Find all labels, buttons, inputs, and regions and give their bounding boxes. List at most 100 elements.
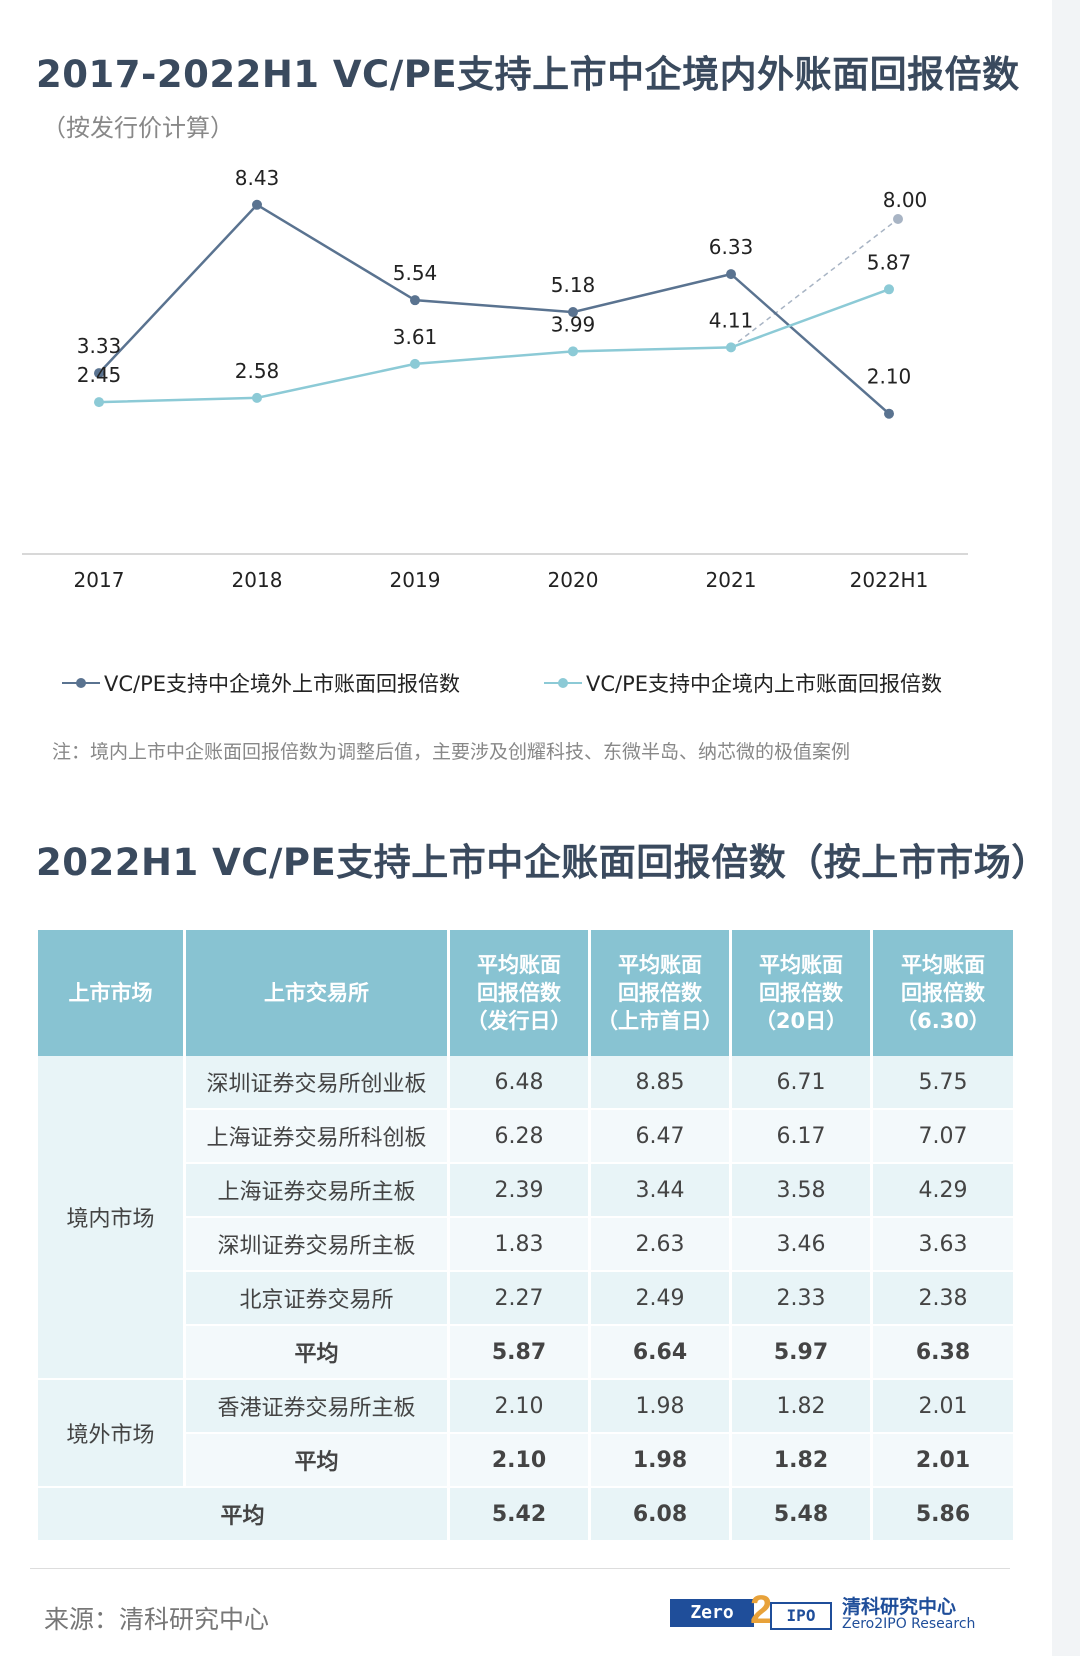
x-tick-label: 2019 (390, 568, 441, 592)
returns-table: 上市市场 上市交易所 平均账面 回报倍数 （发行日） 平均账面 回报倍数 （上市首日） 平均账面… (38, 930, 1016, 1542)
table-cell: 香港证券交易所主板 (186, 1380, 450, 1434)
chart-note: 注：境内上市中企账面回报倍数为调整后值，主要涉及创耀科技、东微半岛、纳芯微的极值… (52, 741, 851, 763)
table-body: 境内市场 深圳证券交易所创业板 6.48 8.85 6.71 5.75 上海证券交易所科创板… (38, 1056, 1016, 1542)
overseas-point (568, 307, 578, 318)
table-cell: 北京证券交易所 (186, 1272, 450, 1326)
overseas-point (94, 368, 104, 379)
footer-divider (30, 1568, 1010, 1569)
legend-item-overseas: VC/PE支持中企境外上市账面回报倍数 (62, 668, 460, 698)
logo-two: 2 (750, 1588, 773, 1632)
overseas-point (884, 408, 894, 419)
logo-zero-box: Zero (670, 1599, 754, 1627)
overseas-point (252, 199, 262, 210)
legend-swatch-overseas (62, 676, 100, 690)
overseas-data-label: 5.54 (393, 261, 438, 285)
table-header-cell: 上市交易所 (186, 930, 450, 1056)
table-cell: 平均 (38, 1488, 450, 1542)
projection-point-label: 8.00 (883, 188, 928, 212)
table-row: 境内市场 深圳证券交易所创业板 6.48 8.85 6.71 5.75 (38, 1056, 1016, 1380)
table-row: 北京证券交易所 2.27 2.49 2.33 2.38 (38, 1272, 1016, 1326)
domestic-point (410, 358, 420, 369)
table-row: 深圳证券交易所主板 1.83 2.63 3.46 3.63 (38, 1218, 1016, 1272)
legend-label-overseas: VC/PE支持中企境外上市账面回报倍数 (104, 672, 461, 696)
domestic-data-label: 3.61 (393, 325, 438, 349)
table-cell: 3.58 (732, 1164, 873, 1218)
table-cell: 2.39 (450, 1164, 591, 1218)
table-cell: 6.48 (450, 1056, 591, 1110)
domestic-data-label: 3.99 (551, 312, 596, 336)
overseas-point (726, 269, 736, 280)
table-cell: 2.49 (591, 1272, 732, 1326)
domestic-point (726, 342, 736, 353)
overseas-data-label: 8.43 (235, 166, 280, 190)
domestic-series-line (98, 288, 890, 404)
projection-point (893, 214, 903, 224)
table-header-row: 上市市场 上市交易所 平均账面 回报倍数 （发行日） 平均账面 回报倍数 （上市首日） 平均账面… (38, 930, 1016, 1056)
table-cell: 2.01 (873, 1434, 1016, 1488)
table-cell: 6.71 (732, 1056, 873, 1110)
table-cell: 上海证券交易所科创板 (186, 1110, 450, 1164)
table-cell: 3.63 (873, 1218, 1016, 1272)
table-cell: 6.47 (591, 1110, 732, 1164)
dashed-projection-line (730, 218, 899, 348)
table-cell: 1.82 (732, 1380, 873, 1434)
table-cell: 8.85 (591, 1056, 732, 1110)
legend-swatch-domestic (544, 676, 582, 690)
table-header-cell: 平均账面 回报倍数 （20日） (732, 930, 873, 1056)
chart-subtitle: （按发行价计算） (42, 114, 234, 142)
x-tick-label: 2018 (232, 568, 283, 592)
table-cell: 5.75 (873, 1056, 1016, 1110)
domestic-data-label: 2.58 (235, 359, 280, 383)
table-cell: 2.27 (450, 1272, 591, 1326)
overseas-point (410, 295, 420, 306)
table-cell: 6.17 (732, 1110, 873, 1164)
table-cell: 2.38 (873, 1272, 1016, 1326)
table-cell: 1.98 (591, 1434, 732, 1488)
table-cell: 5.86 (873, 1488, 1016, 1542)
table-cell: 2.01 (873, 1380, 1016, 1434)
table-header-cell: 上市市场 (38, 930, 186, 1056)
line-chart: 2017 2018 2019 2020 2021 2022H1 8.00 3.33 8.43 5.… (22, 166, 968, 592)
table-row: 平均 5.87 6.64 5.97 6.38 (38, 1326, 1016, 1380)
table-cell: 3.46 (732, 1218, 873, 1272)
table-row: 境外市场 香港证券交易所主板 2.10 1.98 1.82 2.01 (38, 1380, 1016, 1488)
logo-ipo-box: IPO (770, 1602, 832, 1630)
zero2ipo-logo: Zero 2 IPO 清科研究中心 Zero2IPO Research (670, 1588, 975, 1636)
overseas-data-label: 2.10 (867, 365, 912, 389)
x-tick-label: 2020 (548, 568, 599, 592)
table-header: 上市市场 上市交易所 平均账面 回报倍数 （发行日） 平均账面 回报倍数 （上市首日） 平均账面… (38, 930, 1016, 1056)
table-cell: 深圳证券交易所主板 (186, 1218, 450, 1272)
table-cell: 7.07 (873, 1110, 1016, 1164)
table-cell: 5.42 (450, 1488, 591, 1542)
domestic-point (94, 397, 104, 408)
table-total-row: 平均 5.42 6.08 5.48 5.86 (38, 1488, 1016, 1542)
table-title: 2022H1 VC/PE支持上市中企账面回报倍数（按上市市场） (36, 841, 1049, 884)
domestic-data-label: 2.45 (77, 363, 122, 387)
table-cell: 3.44 (591, 1164, 732, 1218)
table-row: 平均 2.10 1.98 1.82 2.01 (38, 1434, 1016, 1488)
overseas-data-label: 6.33 (709, 235, 754, 259)
x-tick-label: 2021 (706, 568, 757, 592)
table-cell: 平均 (186, 1434, 450, 1488)
table-cell: 6.38 (873, 1326, 1016, 1380)
overseas-data-label: 5.18 (551, 273, 596, 297)
domestic-point (568, 346, 578, 357)
table-cell: 5.87 (450, 1326, 591, 1380)
table-cell: 6.64 (591, 1326, 732, 1380)
market-cell: 境内市场 (38, 1056, 186, 1380)
market-cell: 境外市场 (38, 1380, 186, 1488)
table-cell: 深圳证券交易所创业板 (186, 1056, 450, 1110)
domestic-data-label: 5.87 (867, 250, 912, 274)
right-edge-bar (1052, 0, 1080, 1656)
table-cell: 2.63 (591, 1218, 732, 1272)
x-tick-label: 2017 (74, 568, 125, 592)
table-cell: 1.98 (591, 1380, 732, 1434)
table-row: 上海证券交易所科创板 6.28 6.47 6.17 7.07 (38, 1110, 1016, 1164)
table-cell: 2.10 (450, 1434, 591, 1488)
table-cell: 平均 (186, 1326, 450, 1380)
table-cell: 4.29 (873, 1164, 1016, 1218)
table-cell: 1.82 (732, 1434, 873, 1488)
table-cell: 6.08 (591, 1488, 732, 1542)
table-cell: 2.10 (450, 1380, 591, 1434)
table-cell: 1.83 (450, 1218, 591, 1272)
